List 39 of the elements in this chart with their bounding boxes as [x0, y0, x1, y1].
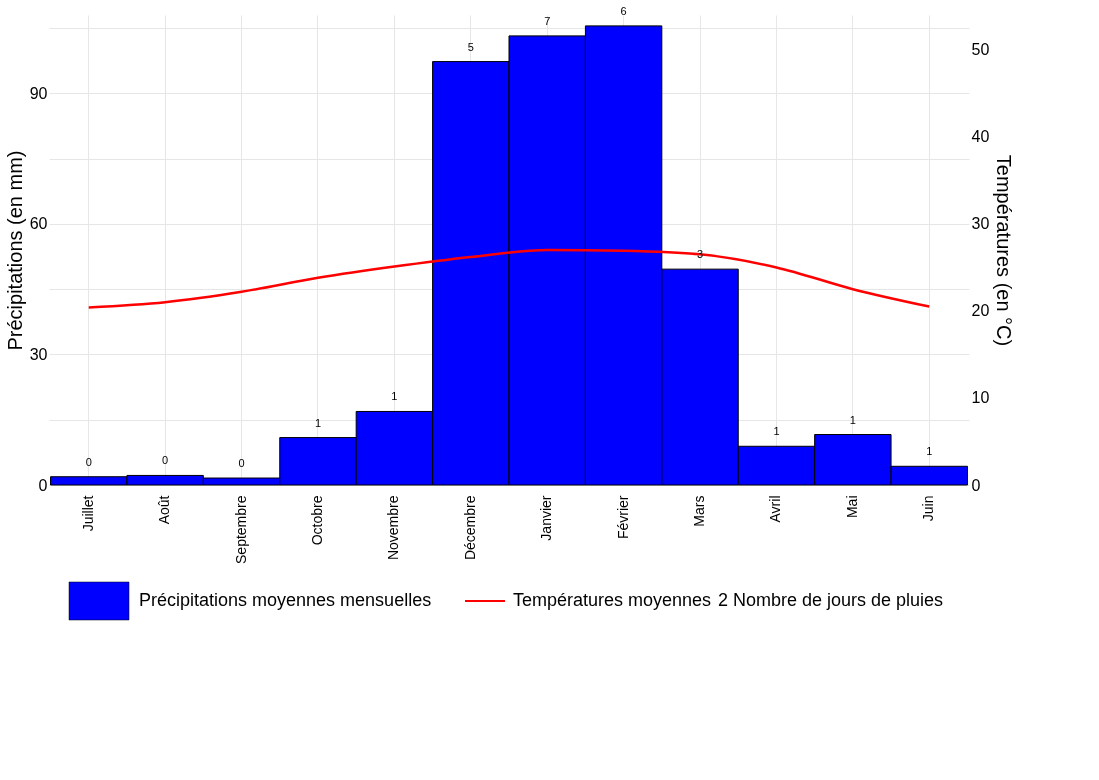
text: 2 Nombre de jours de pluies [718, 590, 944, 610]
annotation: 0 [162, 454, 169, 467]
y2-tick-label: 30 [971, 215, 990, 233]
x-tick-label: Avril [767, 495, 784, 523]
x-tick-label: Février [614, 495, 631, 540]
y-tick-label: 60 [29, 215, 48, 233]
annotation: 0 [85, 455, 92, 468]
line-series [87, 248, 931, 309]
y-tick-label: 30 [29, 345, 48, 363]
annotation: 6 [620, 4, 627, 17]
legend-label: Températures moyennes [513, 590, 712, 610]
x-tick-label: Juillet [79, 495, 96, 532]
y2-tick-label: 50 [971, 41, 990, 59]
x-tick-label: Mars [691, 495, 708, 527]
x-tick-label: Août [156, 495, 173, 525]
y-tick-label: 0 [38, 476, 48, 494]
x-tick-label: Novembre [385, 495, 402, 561]
y-axis-title: Précipitations (en mm) [3, 150, 26, 351]
annotation: 1 [773, 425, 780, 438]
x-tick-label: Juin [920, 495, 937, 522]
legend-label: Précipitations moyennes mensuelles [139, 590, 432, 610]
x-tick-label: Octobre [308, 495, 325, 546]
annotation: 7 [544, 14, 551, 27]
x-tick-label: Décembre [461, 495, 478, 561]
y2-tick-label: 10 [971, 389, 990, 407]
annotation: 0 [238, 457, 245, 470]
x-tick-label: Septembre [232, 495, 249, 564]
y2-tick-label: 0 [971, 476, 981, 494]
x-tick-label: Janvier [538, 495, 555, 541]
y2-axis-title: Températures (en °C) [993, 154, 1016, 347]
annotation: 5 [467, 40, 474, 53]
annotation: 1 [926, 445, 933, 458]
annotation: 1 [391, 390, 398, 403]
annotation: 1 [314, 416, 322, 429]
y-tick-label: 90 [29, 84, 48, 102]
y2-tick-label: 40 [971, 128, 990, 146]
y2-tick-label: 20 [971, 302, 990, 320]
annotation: 1 [849, 413, 856, 426]
x-tick-label: Mai [843, 495, 860, 519]
